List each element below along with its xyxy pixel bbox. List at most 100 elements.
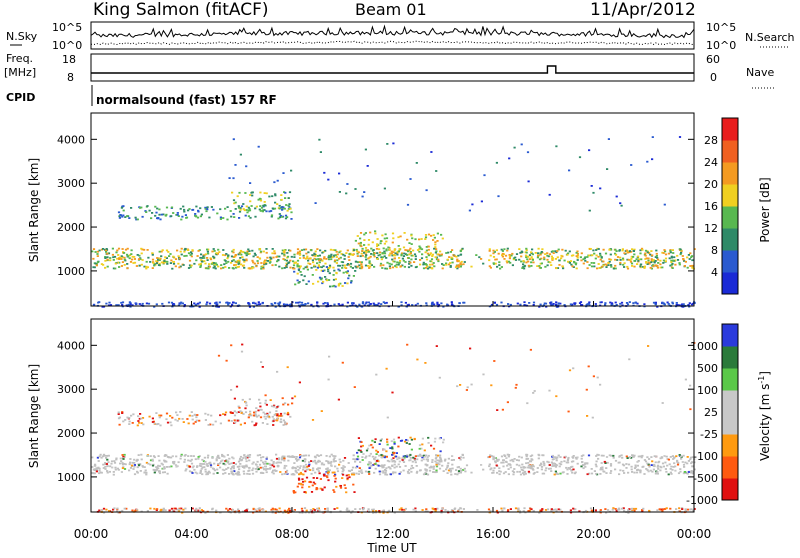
scatter-cell: [404, 440, 407, 443]
scatter-cell: [135, 508, 138, 511]
scatter-cell: [686, 456, 689, 458]
scatter-cell: [661, 302, 664, 304]
scatter-cell: [434, 457, 437, 460]
scatter-cell: [653, 261, 656, 264]
scatter-cell: [237, 411, 240, 413]
scatter-cell: [368, 461, 371, 463]
scatter-cell: [487, 456, 490, 459]
scatter-cell: [343, 254, 346, 257]
scatter-cell: [214, 267, 217, 270]
scatter-cell: [240, 250, 243, 253]
scatter-cell: [678, 263, 681, 266]
scatter-cell: [509, 303, 512, 306]
scatter-cell: [273, 250, 276, 252]
scatter-cell: [489, 454, 492, 457]
scatter-cell: [263, 192, 266, 194]
scatter-cell: [129, 261, 133, 263]
scatter-cell: [203, 260, 206, 262]
scatter-cell: [337, 398, 340, 401]
scatter-cell: [402, 455, 405, 458]
scatter-cell: [166, 472, 169, 475]
scatter-cell: [112, 473, 115, 476]
scatter-cell: [384, 267, 387, 270]
scatter-cell: [415, 162, 418, 164]
scatter-cell: [212, 248, 215, 250]
scatter-cell: [96, 261, 99, 264]
scatter-cell: [689, 265, 692, 267]
scatter-cell: [469, 347, 472, 350]
scatter-cell: [270, 405, 274, 408]
scatter-cell: [261, 302, 264, 305]
scatter-cell: [376, 243, 379, 246]
scatter-cell: [225, 262, 228, 264]
scatter-cell: [198, 301, 201, 304]
scatter-cell: [488, 465, 491, 468]
scatter-cell: [506, 249, 509, 252]
scatter-cell: [635, 258, 638, 261]
scatter-cell: [243, 472, 246, 475]
scatter-cell: [379, 264, 382, 267]
scatter-cell: [539, 262, 542, 265]
scatter-cell: [394, 252, 397, 255]
scatter-cell: [230, 472, 233, 474]
scatter-cell: [205, 267, 208, 270]
scatter-cell: [114, 466, 117, 469]
scatter-cell: [400, 304, 403, 307]
scatter-cell: [684, 472, 687, 474]
scatter-cell: [298, 381, 301, 384]
scatter-cell: [280, 206, 283, 209]
scatter-cell: [414, 255, 417, 258]
scatter-cell: [255, 205, 258, 208]
scatter-cell: [364, 302, 367, 305]
scatter-cell: [500, 455, 504, 458]
scatter-cell: [670, 255, 673, 258]
scatter-cell: [155, 211, 158, 214]
scatter-cell: [378, 473, 382, 476]
scatter-cell: [176, 249, 179, 252]
scatter-cell: [393, 442, 396, 445]
scatter-cell: [258, 454, 262, 456]
scatter-cell: [327, 462, 330, 465]
scatter-cell: [341, 361, 344, 364]
scatter-cell: [265, 469, 268, 471]
scatter-cell: [509, 466, 512, 469]
scatter-cell: [245, 509, 248, 512]
scatter-cell: [690, 462, 693, 465]
scatter-cell: [643, 303, 646, 306]
scatter-cell: [98, 249, 101, 252]
scatter-cell: [418, 245, 421, 248]
scatter-cell: [512, 460, 515, 463]
scatter-cell: [428, 469, 432, 472]
scatter-cell: [174, 265, 177, 268]
scatter-cell: [527, 260, 530, 263]
scatter-cell: [360, 245, 363, 248]
scatter-cell: [200, 465, 203, 467]
scatter-cell: [234, 302, 237, 305]
scatter-cell: [507, 463, 510, 465]
scatter-cell: [524, 254, 528, 257]
scatter-cell: [590, 185, 593, 187]
scatter-cell: [170, 424, 173, 427]
scatter-cell: [320, 269, 323, 272]
scatter-cell: [633, 454, 636, 457]
scatter-cell: [594, 257, 597, 260]
scatter-cell: [623, 266, 626, 268]
scatter-cell: [308, 461, 311, 463]
scatter-cell: [153, 263, 156, 265]
scatter-cell: [496, 460, 499, 462]
scatter-cell: [262, 411, 265, 414]
scatter-cell: [401, 257, 404, 260]
scatter-cell: [546, 264, 549, 267]
scatter-cell: [239, 463, 242, 465]
scatter-cell: [296, 458, 299, 461]
scatter-cell: [92, 266, 95, 269]
scatter-cell: [677, 462, 680, 464]
scatter-cell: [383, 237, 386, 240]
scatter-cell: [604, 462, 607, 464]
scatter-cell: [410, 448, 413, 451]
scatter-cell: [620, 507, 624, 510]
scatter-cell: [160, 250, 163, 253]
scatter-cell: [640, 263, 643, 266]
scatter-cell: [356, 455, 360, 458]
scatter-cell: [556, 250, 559, 252]
